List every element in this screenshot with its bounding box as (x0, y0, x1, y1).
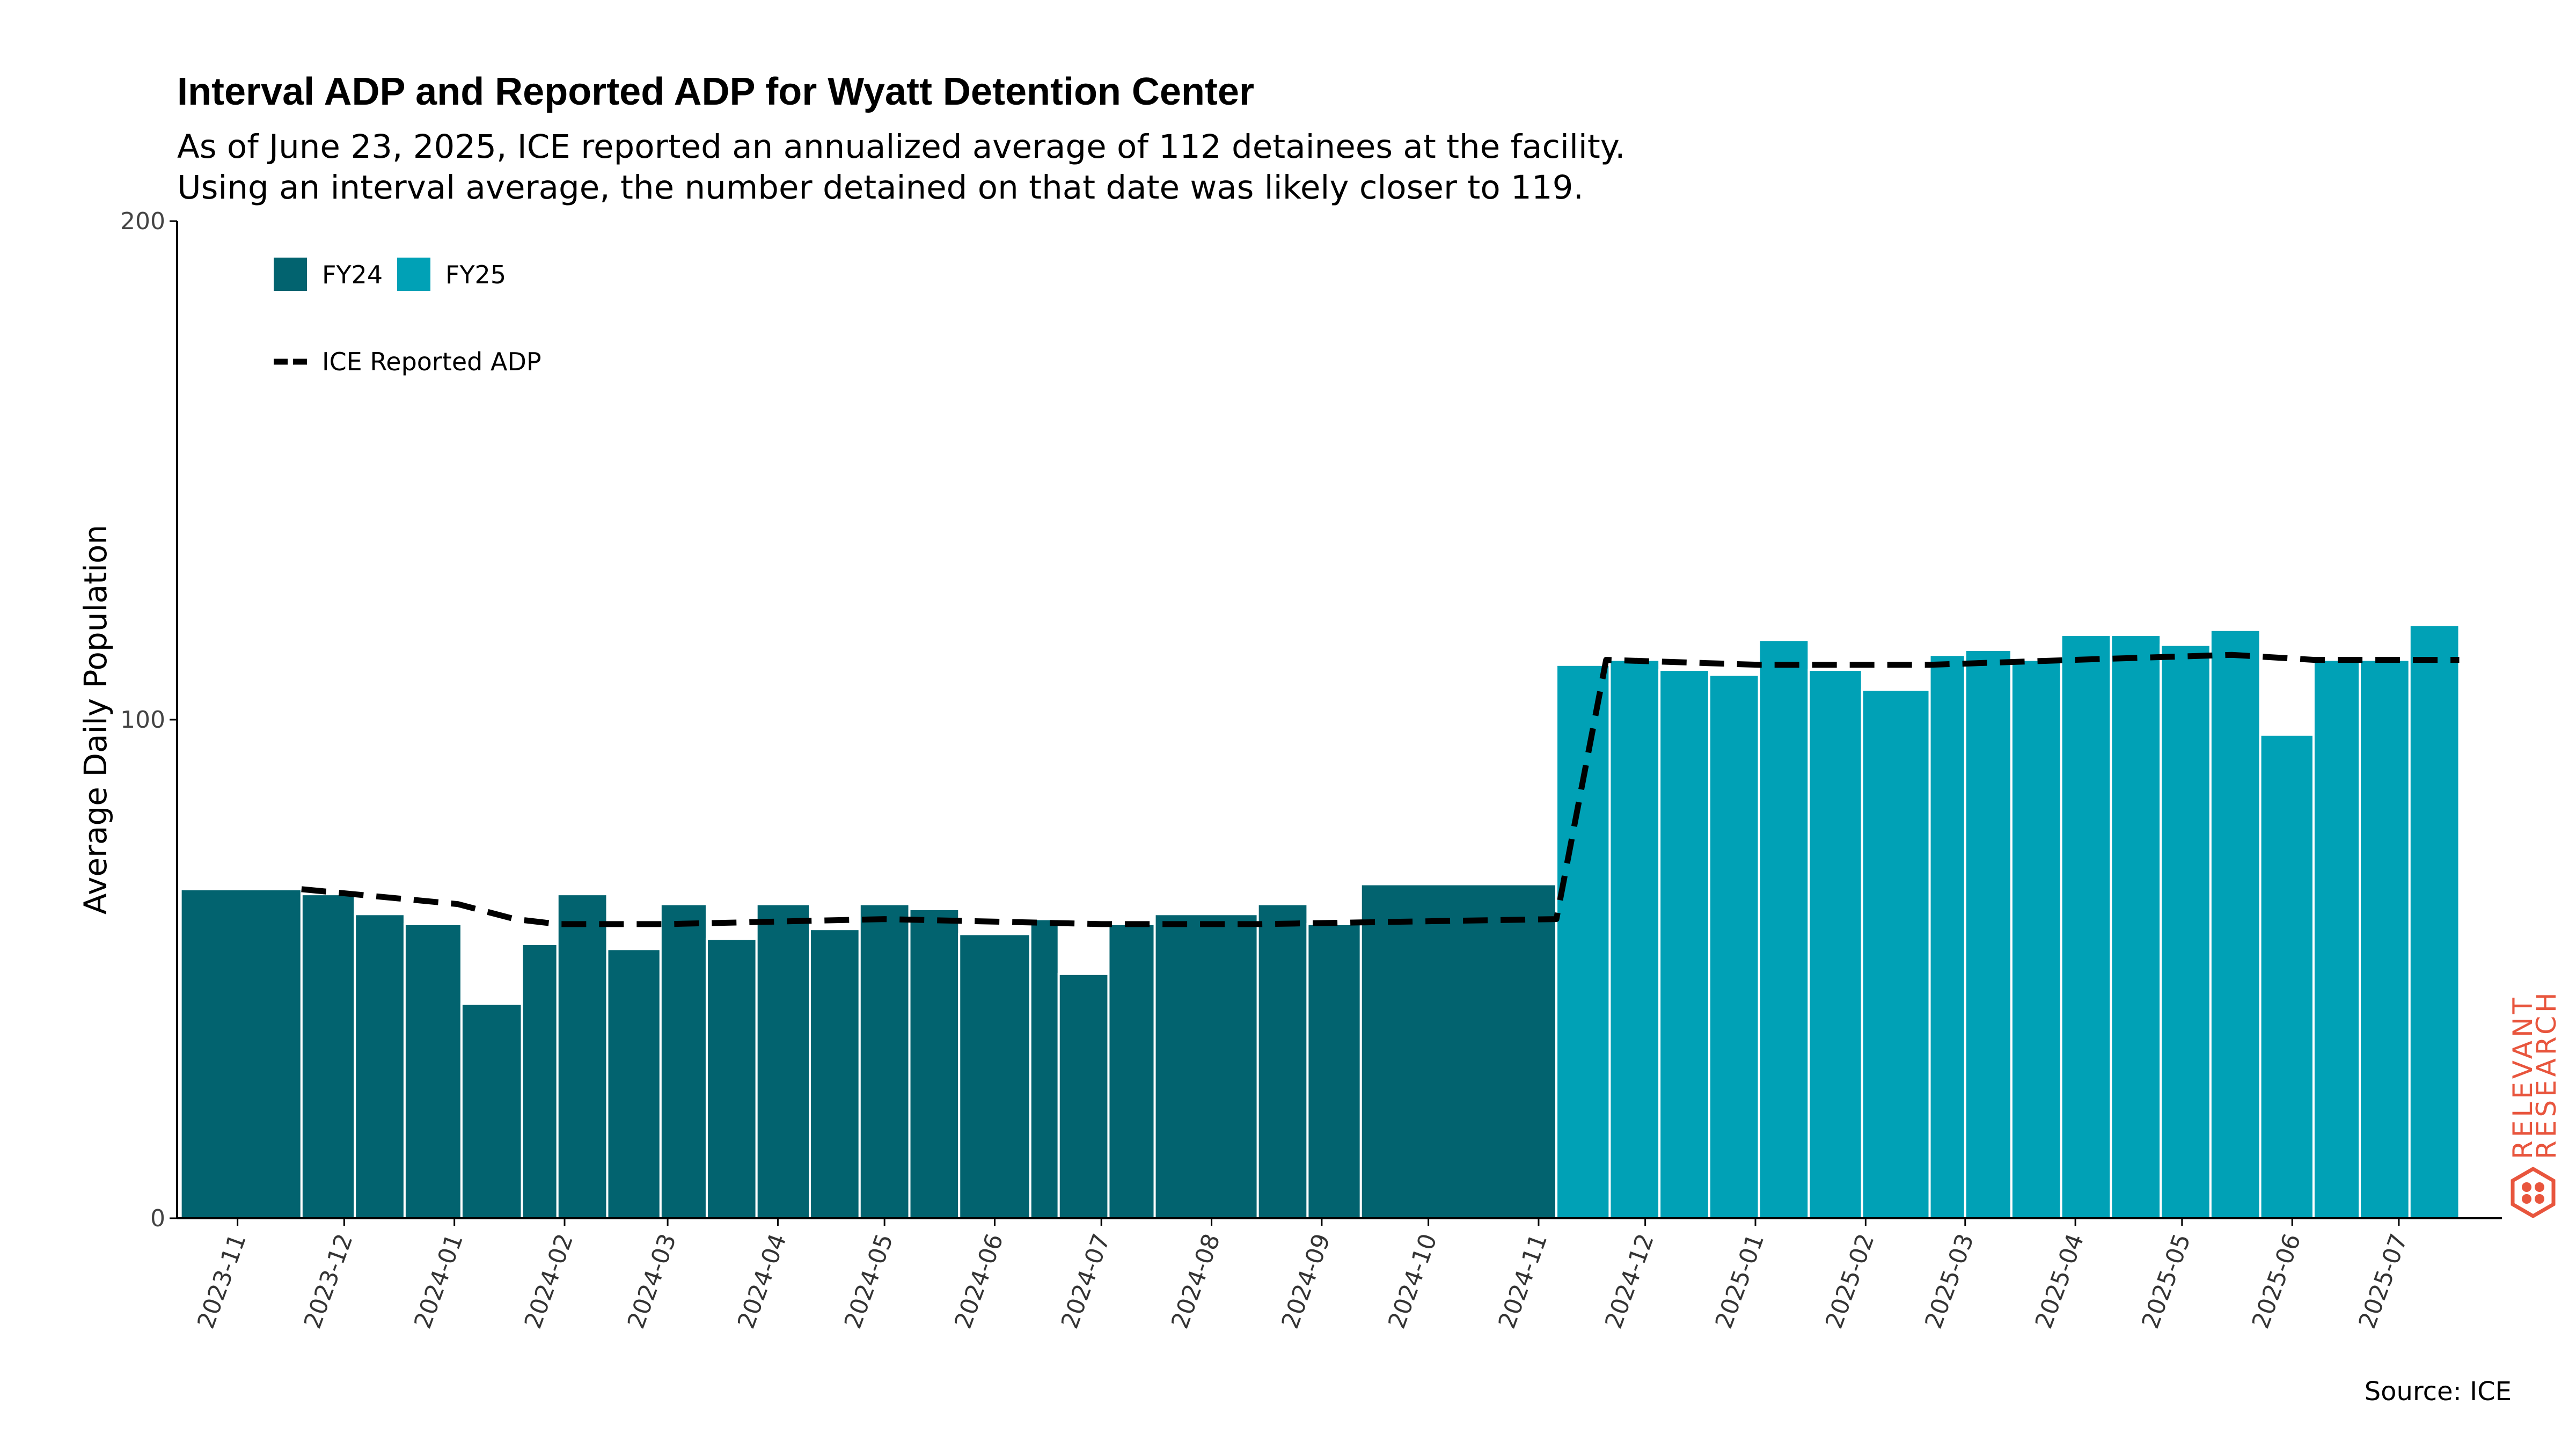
y-tick-label: 100 (120, 706, 165, 734)
x-tick-label: 2025-03 (1920, 1230, 1979, 1332)
bar-fy24-19 (1256, 903, 1309, 1219)
bar-fy25-35 (2209, 628, 2262, 1219)
x-tick-label: 2025-05 (2136, 1230, 2196, 1332)
x-tick-label: 2024-09 (1276, 1230, 1336, 1332)
bar-fy24-20 (1306, 923, 1362, 1219)
x-tick-label: 2024-01 (409, 1230, 469, 1332)
x-tick-label: 2024-12 (1600, 1230, 1659, 1332)
x-tick-label: 2025-07 (2353, 1230, 2413, 1332)
bar-fy24-17 (1107, 923, 1156, 1219)
bar-fy25-25 (1708, 674, 1760, 1219)
bar-fy25-28 (1861, 689, 1931, 1219)
x-tick-label: 2023-12 (299, 1230, 358, 1332)
source-note: Source: ICE (2364, 1377, 2512, 1407)
bar-fy24-3 (403, 923, 463, 1219)
x-tick-label: 2024-04 (733, 1230, 792, 1332)
bar-fy24-2 (354, 913, 406, 1220)
legend-swatch-fy25 (397, 258, 430, 291)
bar-fy25-39 (2408, 624, 2461, 1219)
bar-fy25-32 (2060, 634, 2112, 1219)
bar-fy24-16 (1057, 972, 1110, 1220)
bar-fy25-23 (1608, 658, 1661, 1219)
bar-fy24-10 (755, 903, 811, 1219)
x-tick-label: 2024-05 (839, 1230, 899, 1332)
bar-fy24-8 (659, 903, 708, 1219)
x-tick-label: 2025-06 (2247, 1230, 2307, 1332)
legend-swatch-fy24 (274, 258, 307, 291)
x-tick-label: 2024-11 (1493, 1230, 1553, 1332)
bar-fy24-5 (521, 943, 559, 1220)
bar-fy24-18 (1153, 913, 1259, 1220)
bar-fy24-13 (908, 908, 961, 1219)
x-tick-label: 2025-04 (2030, 1230, 2090, 1332)
legend-label-reported: ICE Reported ADP (322, 347, 541, 376)
bar-fy24-1 (300, 893, 356, 1219)
bar-fy25-27 (1807, 669, 1863, 1219)
bar-fy25-26 (1758, 639, 1810, 1219)
logo-text-relevant: RELEVANT (2507, 994, 2538, 1159)
bar-fy24-4 (460, 1002, 523, 1220)
bar-fy24-21 (1359, 883, 1558, 1219)
y-tick-label: 0 (150, 1205, 165, 1232)
relevant-research-logo: RELEVANT RESEARCH (2507, 993, 2560, 1219)
x-tick-label: 2024-03 (623, 1230, 682, 1332)
bar-fy25-24 (1658, 669, 1710, 1219)
bar-fy25-30 (1964, 648, 2012, 1219)
bar-fy24-12 (858, 903, 911, 1219)
bar-fy25-33 (2110, 634, 2162, 1219)
bar-fy25-29 (1928, 654, 1966, 1219)
bar-fy24-9 (705, 938, 758, 1219)
x-tick-label: 2024-07 (1056, 1230, 1116, 1332)
x-tick-label: 2023-11 (192, 1230, 252, 1332)
bar-fy24-7 (606, 948, 662, 1219)
bar-fy25-36 (2259, 733, 2315, 1219)
ice-reported-adp-line (301, 652, 2460, 927)
bar-fy24-11 (809, 928, 861, 1220)
legend: FY24 FY25 ICE Reported ADP (274, 258, 541, 376)
bar-fy25-37 (2312, 658, 2361, 1219)
bar-fy24-0 (179, 888, 303, 1219)
chart-title: Interval ADP and Reported ADP for Wyatt … (177, 70, 1254, 113)
x-tick-label: 2025-01 (1710, 1230, 1770, 1332)
bar-fy25-22 (1555, 663, 1611, 1219)
subtitle-line-1: As of June 23, 2025, ICE reported an ann… (177, 128, 1626, 166)
x-tick-label: 2025-02 (1820, 1230, 1880, 1332)
bar-fy24-15 (1029, 918, 1060, 1219)
bar-fy24-14 (958, 933, 1031, 1219)
chart-subtitle: As of June 23, 2025, ICE reported an ann… (177, 127, 1626, 208)
bar-fy25-34 (2160, 643, 2212, 1219)
legend-label-fy25: FY25 (445, 260, 506, 289)
logo-text-research: RESEARCH (2531, 993, 2560, 1159)
hexagon-icon (2511, 1166, 2556, 1219)
x-tick-label: 2024-02 (519, 1230, 579, 1332)
bar-fy25-31 (2010, 658, 2062, 1219)
bar-fy25-38 (2359, 658, 2411, 1219)
legend-label-fy24: FY24 (322, 260, 383, 289)
x-tick-label: 2024-06 (949, 1230, 1009, 1332)
y-tick-label: 200 (120, 208, 165, 235)
subtitle-line-2: Using an interval average, the number de… (177, 169, 1584, 207)
y-axis-label: Average Daily Population (77, 525, 114, 915)
x-tick-label: 2024-10 (1383, 1230, 1443, 1332)
bar-fy24-6 (556, 893, 609, 1219)
x-tick-label: 2024-08 (1166, 1230, 1226, 1332)
